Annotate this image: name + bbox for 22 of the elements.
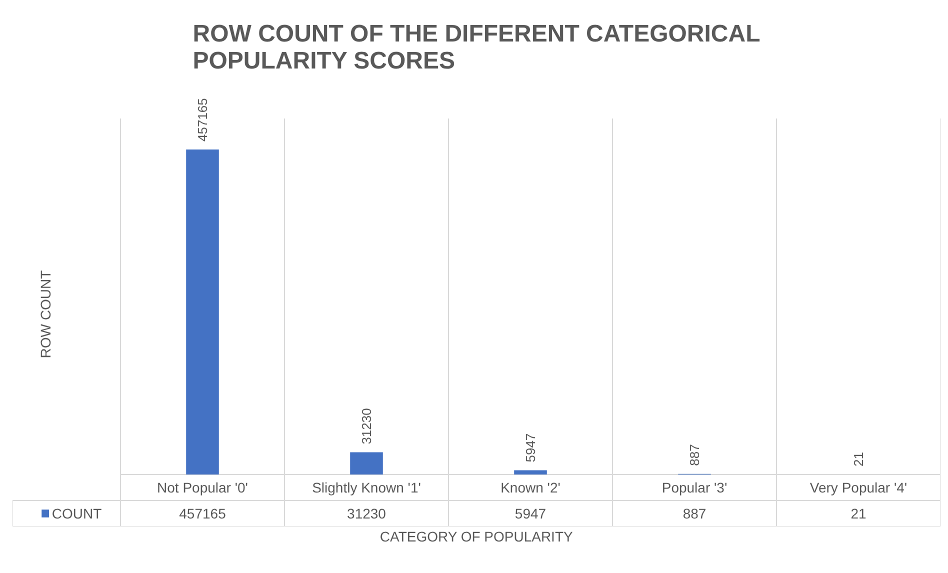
data-label: 5947 [514,506,546,522]
bar [514,470,547,474]
legend-label: COUNT [52,506,102,522]
y-axis-title: ROW COUNT [37,270,54,358]
data-label: 887 [682,506,706,522]
data-label: 457165 [179,506,226,522]
text: 5947 [523,433,538,462]
data-label: 31230 [347,506,386,522]
text: 31230 [359,408,374,444]
x-tick-label: Popular '3' [662,480,728,496]
x-tick-label: Known '2' [500,480,560,496]
bar [350,452,383,474]
chart-title: ROW COUNT OF THE DIFFERENT CATEGORICAL POPULARITY SCORES [192,20,760,74]
bar [186,150,219,474]
data-label: 21 [850,506,866,522]
x-tick-label: Not Popular '0' [157,480,248,496]
text: 457165 [195,98,210,142]
text: 887 [687,444,702,466]
x-axis-title: CATEGORY OF POPULARITY [380,528,574,544]
x-tick-label: Slightly Known '1' [312,480,421,496]
x-tick-label: Very Popular '4' [810,480,908,496]
text: 21 [851,452,866,466]
